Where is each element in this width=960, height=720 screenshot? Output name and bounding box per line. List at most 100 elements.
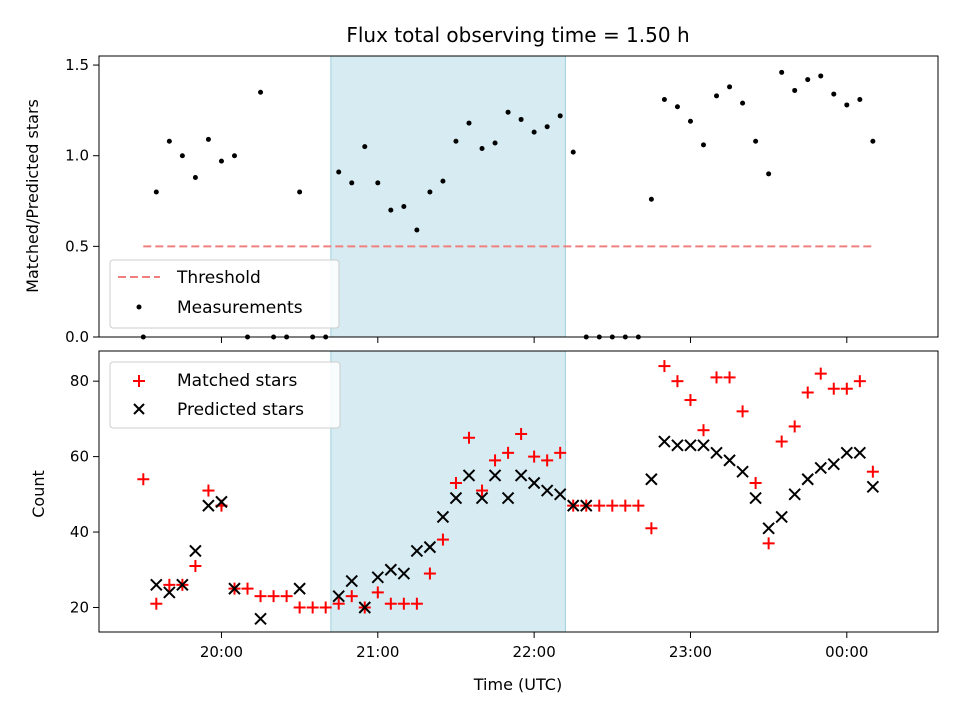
ratio-y-tick-label-1: 0.5: [65, 237, 89, 255]
matched-stars-point-46: [736, 405, 749, 418]
matched-stars-point-29: [515, 427, 528, 440]
measurements-point-53: [831, 91, 837, 97]
matched-stars-point-14: [319, 601, 332, 614]
predicted-stars-point-46: [866, 480, 880, 493]
measurements-point-43: [700, 142, 706, 148]
predicted-stars-point-40: [788, 488, 801, 501]
predicted-stars-point-19: [462, 469, 476, 482]
ratio-plot-area: [140, 69, 876, 340]
ratio-axes-frame: [98, 55, 939, 338]
predicted-stars-point-38: [762, 522, 775, 535]
predicted-stars-point-30: [658, 435, 671, 448]
measurements-point-47: [753, 138, 759, 144]
count-y-axis-label: Count: [29, 470, 48, 518]
count-axes-frame: [98, 350, 939, 633]
count-y-tick-label-3: 80: [70, 372, 89, 390]
matched-stars-point-38: [632, 499, 645, 512]
matched-stars-point-20: [397, 597, 410, 610]
measurements-point-52: [818, 73, 824, 79]
matched-stars-point-27: [489, 454, 502, 467]
measurements-point-24: [453, 138, 459, 144]
matched-stars-point-30: [528, 450, 541, 463]
measurements-point-9: [258, 89, 264, 95]
measurements-point-5: [205, 136, 211, 142]
ratio-legend-box: [109, 259, 340, 329]
matched-stars-point-52: [814, 367, 827, 380]
measurements-point-12: [297, 189, 303, 195]
matched-stars-point-19: [384, 597, 397, 610]
x-tick-label-3: 23:00: [669, 643, 712, 661]
predicted-stars-point-13: [384, 563, 398, 576]
predicted-stars-point-8: [293, 582, 306, 595]
matched-stars-point-50: [788, 420, 801, 433]
measurements-point-32: [557, 113, 563, 119]
measurements-point-25: [466, 120, 472, 126]
x-tick-label-0: 20:00: [200, 643, 243, 661]
predicted-stars-point-12: [371, 571, 385, 584]
matched-stars-point-42: [684, 394, 697, 407]
measurements-point-51: [805, 77, 811, 83]
measurements-point-29: [518, 116, 524, 122]
measurements-point-49: [779, 69, 785, 75]
measurements-point-6: [218, 158, 224, 164]
predicted-stars-point-20: [475, 491, 489, 505]
matched-stars-point-13: [306, 601, 319, 614]
matched-stars-point-53: [827, 382, 840, 395]
ratio-panel: 0.0 0.5 1.0 1.5 Matched/Predicted stars Thr…: [23, 55, 939, 346]
measurements-point-18: [375, 180, 381, 186]
matched-stars-point-36: [606, 499, 619, 512]
ratio-legend: Threshold Measurements: [109, 259, 340, 329]
measurements-point-19: [388, 207, 394, 213]
measurements-point-3: [179, 153, 185, 159]
matched-stars-point-4: [189, 559, 202, 572]
count-y-tick-label-2: 60: [70, 448, 89, 466]
matched-stars-point-11: [280, 590, 293, 603]
measurements-point-46: [740, 100, 746, 106]
matched-stars-point-39: [645, 522, 658, 535]
matched-stars-point-0: [137, 473, 150, 486]
matched-stars-point-54: [840, 382, 853, 395]
matched-stars-point-55: [853, 375, 866, 388]
x-tick-label-4: 00:00: [825, 643, 868, 661]
observing-window-ratio: [330, 55, 566, 338]
matched-stars-point-47: [749, 477, 762, 490]
measurements-point-4: [192, 174, 198, 180]
ratio-x-ticks: [220, 337, 848, 343]
predicted-stars-point-1: [163, 586, 176, 599]
ratio-y-tick-label-3: 1.5: [65, 56, 89, 74]
measurements-point-16: [349, 180, 355, 186]
predicted-stars-point-18: [449, 491, 463, 505]
measurements-point-50: [792, 87, 798, 93]
predicted-stars-point-10: [345, 574, 358, 588]
predicted-stars-point-14: [397, 567, 411, 580]
matched-stars-point-28: [502, 446, 515, 459]
predicted-stars-point-25: [540, 484, 554, 497]
predicted-stars-point-22: [501, 491, 515, 505]
measurements-point-33: [570, 149, 576, 155]
predicted-stars-point-2: [176, 578, 189, 592]
predicted-stars-point-32: [684, 439, 697, 452]
matched-stars-point-45: [723, 371, 736, 384]
measurements-point-42: [687, 118, 693, 124]
predicted-stars-point-41: [801, 473, 814, 486]
predicted-stars-point-5: [215, 495, 228, 509]
measurements-point-1: [153, 189, 159, 195]
predicted-stars-point-39: [775, 510, 788, 524]
matched-stars-point-23: [436, 533, 449, 546]
measurements-point-21: [414, 227, 420, 233]
measurements-point-41: [674, 104, 680, 110]
predicted-stars-point-45: [853, 446, 867, 460]
measurements-point-15: [336, 169, 342, 175]
observing-window-shade-bottom: [330, 350, 566, 633]
matched-stars-point-10: [267, 590, 280, 603]
measurements-point-31: [544, 124, 550, 130]
count-panel: 20 40 60 80 20:00 21:00 22:00 23:00 00:00 Count…: [29, 350, 939, 694]
legend-matched-label: Matched stars: [177, 371, 297, 391]
matched-stars-point-25: [462, 431, 475, 444]
observing-window-count: [330, 350, 566, 633]
predicted-stars-point-6: [228, 582, 241, 595]
measurements-point-54: [844, 102, 850, 108]
predicted-stars-point-21: [488, 469, 502, 482]
matched-stars-point-9: [254, 590, 267, 603]
measurements-point-39: [648, 196, 654, 202]
